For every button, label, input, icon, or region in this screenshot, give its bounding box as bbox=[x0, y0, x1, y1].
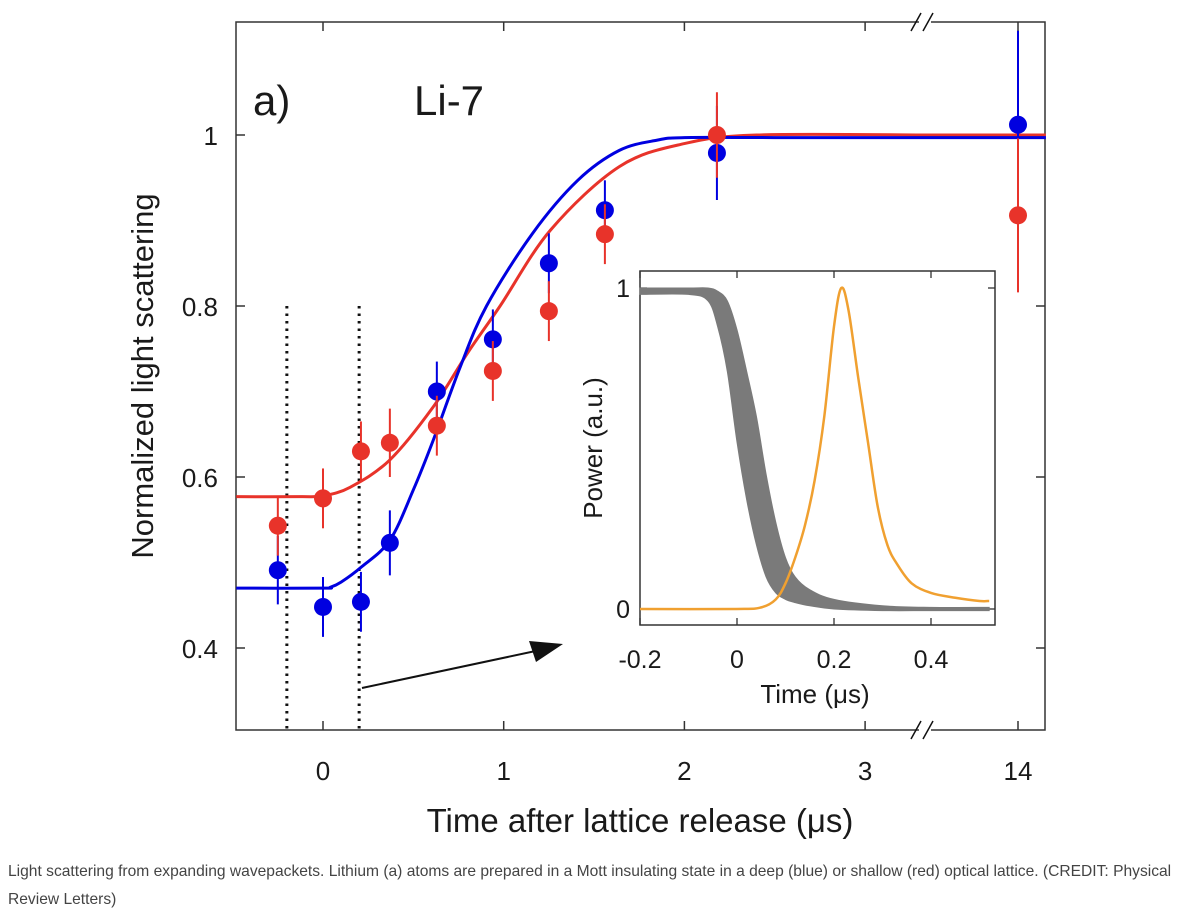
axis-break-mark bbox=[922, 12, 934, 32]
data-point bbox=[268, 561, 287, 580]
x-tick-label: 1 bbox=[496, 756, 510, 786]
inset-x-tick-label: 0.2 bbox=[817, 646, 852, 674]
data-point bbox=[380, 433, 399, 452]
y-tick-label: 1 bbox=[204, 121, 218, 151]
x-axis-label: Time after lattice release (μs) bbox=[427, 802, 854, 839]
data-point bbox=[1009, 115, 1027, 134]
panel-label: a) bbox=[253, 77, 290, 124]
axis-break-mark bbox=[910, 12, 922, 32]
inset-border bbox=[639, 270, 996, 626]
main-tick-labels: 0 1 2 3 14 0.4 0.6 0.8 1 bbox=[182, 121, 1033, 786]
data-point bbox=[1009, 206, 1027, 225]
laser-power-trace bbox=[639, 287, 990, 612]
data-point bbox=[539, 254, 558, 273]
dotted-guide-lines bbox=[285, 306, 361, 730]
x-tick-label: 14 bbox=[1004, 756, 1033, 786]
inset-y-tick-label: 0 bbox=[616, 596, 630, 624]
arrow bbox=[361, 641, 563, 689]
inset-x-tick-label: 0.4 bbox=[914, 646, 949, 674]
data-point bbox=[595, 225, 614, 244]
fit-curve bbox=[236, 132, 1046, 499]
main-plot-frame bbox=[235, 12, 1046, 740]
data-point bbox=[268, 516, 287, 535]
data-point bbox=[351, 592, 370, 611]
inset-y-tick-label: 1 bbox=[616, 275, 630, 303]
fit-curves bbox=[236, 132, 1046, 590]
x-tick-label: 3 bbox=[858, 756, 872, 786]
axis-break-mark bbox=[922, 720, 934, 740]
figure: 0 1 2 3 14 0.4 0.6 0.8 1 a) Li-7 Time after latt… bbox=[125, 12, 1046, 839]
axis-break-gap bbox=[919, 19, 931, 25]
figure-caption: Light scattering from expanding wavepack… bbox=[8, 863, 1172, 908]
inset-x-axis-label: Time (μs) bbox=[760, 679, 869, 709]
axis-break-gap bbox=[919, 727, 931, 733]
plot-border bbox=[235, 21, 1046, 731]
y-axis-label: Normalized light scattering bbox=[125, 193, 160, 558]
data-point bbox=[380, 533, 399, 552]
y-tick-label: 0.6 bbox=[182, 463, 218, 493]
data-point bbox=[427, 382, 446, 401]
data-point bbox=[314, 597, 332, 616]
data-point bbox=[483, 361, 502, 380]
axis-break-mark bbox=[910, 720, 922, 740]
x-tick-label: 0 bbox=[316, 756, 330, 786]
y-tick-label: 0.4 bbox=[182, 634, 218, 664]
data-points bbox=[268, 30, 1027, 637]
data-point bbox=[427, 416, 446, 435]
x-tick-label: 2 bbox=[677, 756, 691, 786]
inset-y-axis-label: Power (a.u.) bbox=[578, 377, 608, 519]
inset-x-tick-label: 0 bbox=[730, 646, 744, 674]
isotope-annotation: Li-7 bbox=[414, 77, 484, 124]
scattering-pulse-trace bbox=[639, 286, 990, 611]
y-tick-label: 0.8 bbox=[182, 292, 218, 322]
data-point bbox=[539, 302, 558, 321]
data-point bbox=[314, 489, 332, 508]
inset-x-tick-label: -0.2 bbox=[618, 646, 661, 674]
data-point bbox=[483, 330, 502, 349]
inset-plot: -0.2 0 0.2 0.4 0 1 bbox=[616, 270, 996, 674]
fit-curve bbox=[236, 135, 1046, 590]
data-point bbox=[351, 442, 370, 461]
data-point bbox=[707, 126, 726, 144]
